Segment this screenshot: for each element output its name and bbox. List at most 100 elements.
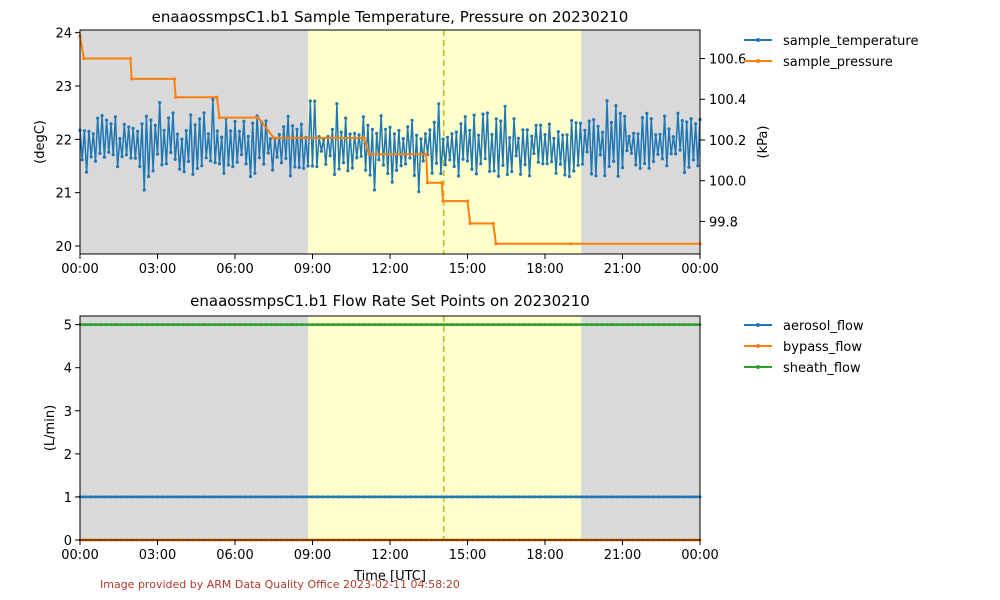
aerosol-flow-point	[228, 495, 232, 499]
sample-temperature-point	[488, 169, 492, 173]
sheath-flow-point	[280, 323, 283, 327]
sample-temperature-point	[419, 137, 423, 141]
sample-temperature-point	[523, 163, 527, 167]
sample-temperature-point	[184, 129, 188, 133]
aerosol-flow-point	[548, 495, 552, 499]
x-tick-label: 03:00	[139, 262, 176, 277]
sample-pressure-point	[272, 136, 276, 140]
sample-temperature-point	[454, 130, 458, 134]
sample-temperature-point	[328, 154, 332, 158]
aerosol-flow-point	[264, 495, 268, 499]
sheath-flow-point	[212, 323, 216, 327]
sample-pressure-point	[217, 116, 222, 120]
aerosol-flow-point	[207, 495, 211, 499]
aerosol-flow-point	[202, 495, 206, 499]
sample-temperature-point	[284, 156, 288, 160]
sheath-flow-point	[615, 323, 619, 327]
aerosol-flow-point	[321, 495, 325, 499]
sheath-flow-point	[383, 323, 387, 327]
sheath-flow-point	[192, 323, 196, 327]
sample-temperature-point	[510, 170, 514, 174]
sample-temperature-point	[213, 161, 217, 165]
sheath-flow-point	[156, 323, 159, 327]
aerosol-flow-point	[109, 495, 113, 499]
sheath-flow-point	[285, 323, 289, 327]
sheath-flow-point	[114, 323, 118, 327]
aerosol-flow-point	[662, 495, 666, 499]
sample-temperature-point	[111, 153, 115, 157]
sample-pressure-line	[79, 35, 700, 245]
sheath-flow-point	[393, 323, 397, 327]
aerosol-flow-point	[378, 495, 382, 499]
aerosol-flow-point	[404, 495, 407, 499]
sample-pressure-point	[82, 56, 86, 61]
sheath-flow-point	[161, 323, 165, 327]
sample-temperature-point	[93, 159, 98, 163]
sheath-flow-point	[497, 323, 500, 327]
aerosol-flow-point	[631, 495, 635, 499]
aerosol-flow-point	[166, 495, 170, 499]
sample-temperature-point	[632, 131, 636, 135]
sample-temperature-point	[136, 129, 140, 133]
aerosol-flow-point	[481, 495, 485, 499]
sample-temperature-point	[563, 173, 567, 177]
x-tick-label: 09:00	[294, 548, 331, 563]
sample-temperature-point	[85, 170, 89, 174]
sample-pressure-point	[362, 136, 366, 140]
aerosol-flow-point	[445, 495, 449, 499]
sheath-flow-point	[528, 323, 531, 327]
aerosol-flow-point	[331, 495, 335, 499]
sample-temperature-point	[658, 132, 662, 136]
sheath-flow-point	[109, 323, 113, 327]
sample-temperature-point	[397, 128, 401, 133]
sample-temperature-point	[222, 171, 226, 175]
sample-temperature-point	[629, 151, 634, 155]
sample-temperature-point	[82, 129, 86, 133]
sheath-flow-point	[440, 323, 444, 327]
y-right-tick-label: 100.6	[709, 53, 746, 68]
sheath-flow-point	[398, 323, 402, 327]
sample-temperature-point	[384, 127, 388, 131]
sample-temperature-point	[89, 155, 93, 159]
sheath-flow-point	[316, 323, 320, 327]
sample-temperature-point	[570, 119, 574, 123]
sample-temperature-point	[612, 159, 616, 163]
sample-temperature-point	[512, 117, 516, 121]
sheath-flow-point	[331, 323, 335, 327]
sheath-flow-point	[491, 323, 495, 327]
aerosol-flow-point	[161, 495, 165, 499]
aerosol-flow-point	[383, 495, 387, 499]
aerosol-flow-point	[362, 495, 366, 499]
sample-temperature-point	[341, 161, 346, 165]
sample-temperature-point	[229, 129, 233, 133]
sample-temperature-point	[266, 151, 270, 155]
aerosol-flow-point	[512, 495, 516, 499]
sample-temperature-point	[377, 158, 381, 162]
aerosol-flow-point	[367, 495, 371, 499]
x-tick-label: 00:00	[681, 262, 718, 277]
sample-temperature-point	[386, 171, 390, 176]
sample-temperature-point	[182, 170, 186, 174]
aerosol-flow-point	[398, 495, 402, 499]
y-tick-label: 22	[55, 133, 72, 148]
sample-temperature-point	[503, 104, 507, 108]
sheath-flow-point	[652, 323, 655, 327]
sample-temperature-point	[217, 162, 222, 166]
sheath-flow-point	[548, 323, 552, 327]
x-tick-label: 21:00	[604, 548, 641, 563]
aerosol-flow-point	[280, 495, 283, 499]
sheath-flow-point	[176, 323, 180, 327]
y-tick-label: 23	[55, 80, 72, 95]
sample-temperature-point	[669, 152, 673, 156]
sheath-flow-point	[646, 323, 650, 327]
sheath-flow-point	[419, 323, 423, 327]
sheath-flow-point	[584, 323, 588, 327]
sheath-flow-point	[295, 323, 299, 327]
sample-temperature-point	[547, 122, 552, 126]
sample-temperature-point	[561, 133, 565, 137]
sample-temperature-point	[186, 159, 191, 163]
sample-temperature-point	[598, 153, 603, 157]
aerosol-flow-point	[621, 495, 624, 499]
sample-temperature-point	[461, 157, 465, 161]
